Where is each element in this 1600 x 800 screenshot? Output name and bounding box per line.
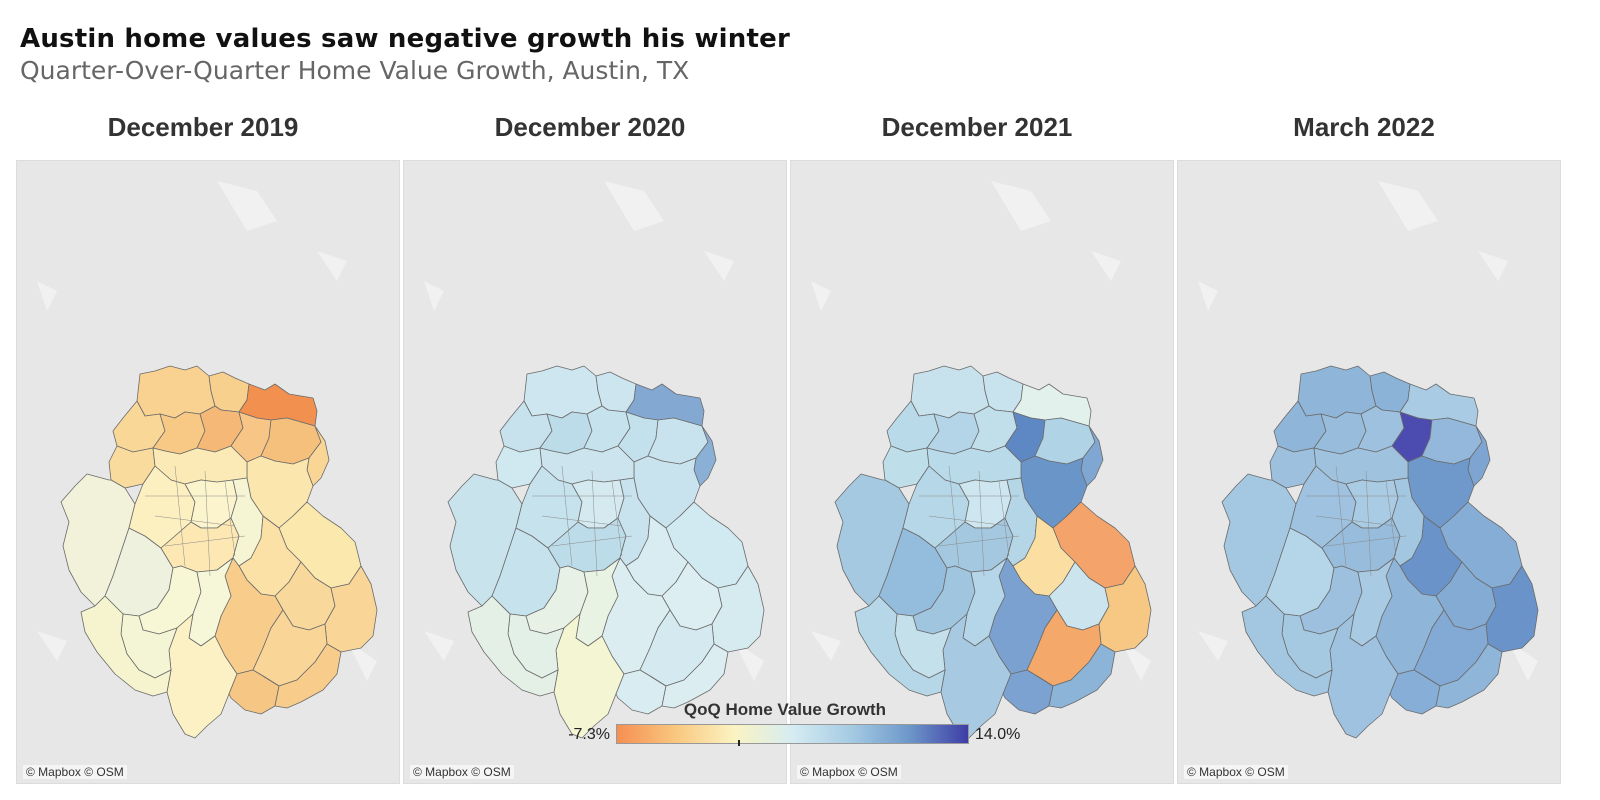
map-panel-3[interactable]: © Mapbox © OSM — [790, 160, 1174, 784]
zip-region-n1[interactable] — [523, 365, 603, 419]
legend-zero-tick — [738, 740, 740, 746]
basemap-feature — [704, 251, 734, 281]
map-panel-1[interactable]: © Mapbox © OSM — [16, 160, 400, 784]
basemap-feature — [424, 281, 444, 311]
zip-region-n1[interactable] — [910, 365, 990, 419]
basemap-feature — [317, 251, 347, 281]
zip-region-n1[interactable] — [136, 365, 216, 419]
zip-region-e4[interactable] — [1098, 565, 1152, 653]
zip-region-s6[interactable] — [649, 643, 729, 709]
street-line — [1325, 535, 1407, 547]
zip-region-s2[interactable] — [1349, 557, 1395, 647]
zip-region-s5[interactable] — [1002, 669, 1054, 715]
zip-region-s7[interactable] — [467, 595, 559, 697]
basemap-feature — [1378, 181, 1438, 231]
basemap-feature — [1121, 641, 1151, 681]
zip-region-s5[interactable] — [228, 669, 280, 715]
map-panel-2[interactable]: © Mapbox © OSM — [403, 160, 787, 784]
zip-region-s7[interactable] — [80, 595, 172, 697]
street-line — [541, 515, 623, 527]
map-attribution[interactable]: © Mapbox © OSM — [797, 765, 901, 779]
zip-region-n1[interactable] — [1297, 365, 1377, 419]
choropleth-map[interactable] — [1178, 161, 1561, 784]
basemap-feature — [37, 281, 57, 311]
basemap-feature — [991, 181, 1051, 231]
street-line — [998, 480, 1010, 557]
basemap-feature — [1091, 251, 1121, 281]
map-attribution[interactable]: © Mapbox © OSM — [1184, 765, 1288, 779]
street-line — [1385, 480, 1397, 557]
zip-region-e4[interactable] — [324, 565, 378, 653]
basemap-feature — [1508, 641, 1538, 681]
zip-region-s6[interactable] — [1423, 643, 1503, 709]
street-line — [164, 535, 246, 547]
street-line — [591, 470, 598, 577]
street-line — [948, 465, 960, 567]
basemap-feature — [1478, 251, 1508, 281]
street-line — [154, 515, 236, 527]
zip-region-s7[interactable] — [1241, 595, 1333, 697]
street-line — [928, 515, 1010, 527]
basemap-feature — [217, 181, 277, 231]
chart-subtitle: Quarter-Over-Quarter Home Value Growth, … — [20, 56, 690, 85]
street-line — [1365, 470, 1372, 577]
choropleth-map[interactable] — [791, 161, 1174, 784]
zip-region-s2[interactable] — [188, 557, 234, 647]
street-line — [1335, 465, 1347, 567]
zip-region-s2[interactable] — [575, 557, 621, 647]
legend-max-label: 14.0% — [975, 726, 1021, 743]
basemap-feature — [734, 641, 764, 681]
color-legend: QoQ Home Value Growth -7.3% 14.0% — [555, 700, 1020, 750]
panel-title-1: December 2019 — [107, 112, 299, 142]
chart-title: Austin home values saw negative growth h… — [20, 24, 790, 54]
street-line — [551, 535, 633, 547]
street-line — [978, 470, 985, 577]
zip-region-s5[interactable] — [1389, 669, 1441, 715]
zip-region-e4[interactable] — [711, 565, 765, 653]
basemap-feature — [811, 281, 831, 311]
legend-gradient-bar — [616, 724, 969, 744]
street-line — [204, 470, 211, 577]
zip-region-e4[interactable] — [1485, 565, 1539, 653]
panel-title-2: December 2020 — [494, 112, 686, 142]
street-line — [561, 465, 573, 567]
choropleth-map[interactable] — [404, 161, 787, 784]
zip-region-s7[interactable] — [854, 595, 946, 697]
map-attribution[interactable]: © Mapbox © OSM — [410, 765, 514, 779]
zip-region-s2[interactable] — [962, 557, 1008, 647]
basemap-feature — [37, 631, 67, 661]
map-panel-4[interactable]: © Mapbox © OSM — [1177, 160, 1561, 784]
street-line — [1315, 515, 1397, 527]
basemap-feature — [1198, 281, 1218, 311]
street-line — [174, 465, 186, 567]
legend-title: QoQ Home Value Growth — [683, 700, 887, 719]
zip-region-s5[interactable] — [615, 669, 667, 715]
panel-title-4: March 2022 — [1293, 112, 1435, 142]
basemap-feature — [811, 631, 841, 661]
map-attribution[interactable]: © Mapbox © OSM — [23, 765, 127, 779]
basemap-feature — [424, 631, 454, 661]
legend-min-label: -7.3% — [568, 726, 610, 743]
basemap-feature — [347, 641, 377, 681]
basemap-feature — [1198, 631, 1228, 661]
street-line — [938, 535, 1020, 547]
panel-title-3: December 2021 — [881, 112, 1073, 142]
zip-region-s6[interactable] — [1036, 643, 1116, 709]
choropleth-map[interactable] — [17, 161, 400, 784]
zip-region-s6[interactable] — [262, 643, 342, 709]
street-line — [611, 480, 623, 557]
street-line — [224, 480, 236, 557]
basemap-feature — [604, 181, 664, 231]
